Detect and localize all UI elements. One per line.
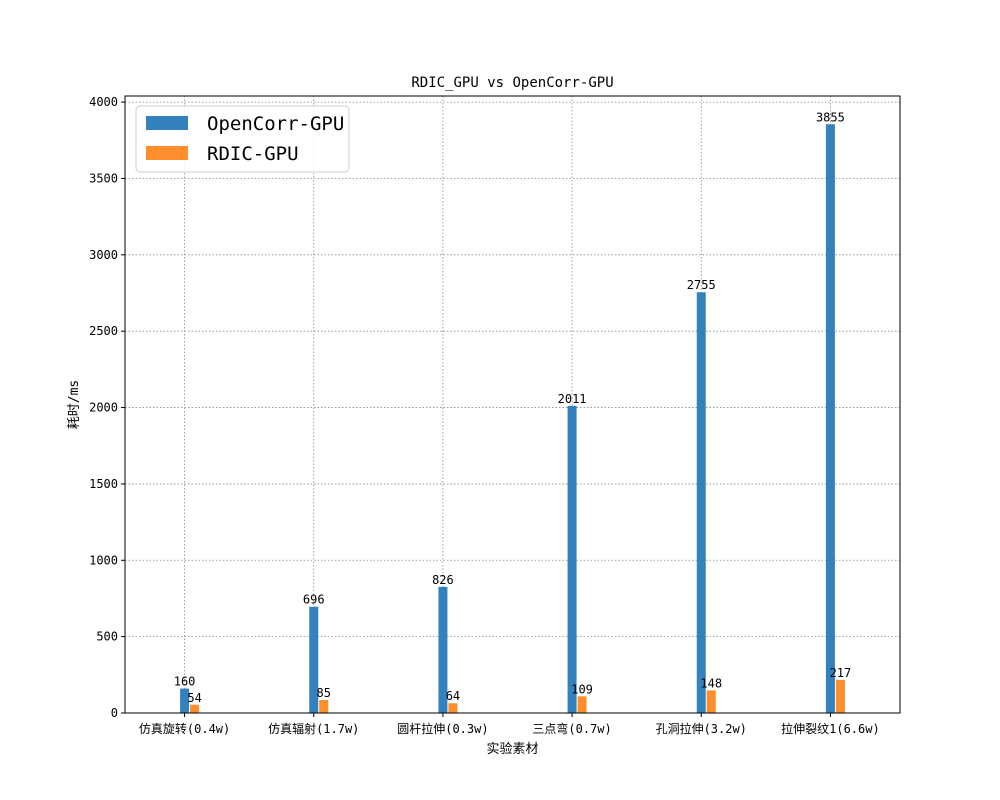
y-tick-label: 500 bbox=[96, 630, 118, 644]
bar-opencorr bbox=[825, 124, 835, 713]
bar-value-label: 160 bbox=[174, 675, 196, 689]
y-tick-label: 1000 bbox=[89, 553, 118, 567]
bar-value-label: 826 bbox=[432, 573, 454, 587]
y-tick-label: 4000 bbox=[89, 95, 118, 109]
bar-value-label: 696 bbox=[303, 593, 325, 607]
bar-rdic bbox=[190, 704, 200, 713]
legend-box bbox=[135, 105, 350, 173]
y-tick-label: 2500 bbox=[89, 324, 118, 338]
bar-rdic bbox=[706, 690, 716, 713]
bar-rdic bbox=[319, 700, 329, 713]
x-axis-title: 实验素材 bbox=[486, 741, 538, 757]
x-tick-label: 圆杆拉伸(0.3w) bbox=[397, 721, 488, 736]
legend-swatch bbox=[146, 146, 188, 160]
chart-title: RDIC_GPU vs OpenCorr-GPU bbox=[411, 75, 613, 91]
legend-label: OpenCorr-GPU bbox=[207, 113, 344, 135]
x-tick-label: 拉伸裂纹1(6.6w) bbox=[781, 721, 880, 736]
y-tick-label: 3500 bbox=[89, 171, 118, 185]
bar-value-label: 148 bbox=[700, 676, 722, 690]
bars bbox=[180, 124, 845, 713]
data-labels: 160 696 826 2011 2755 3855 54 85 64 109 148 217 bbox=[174, 110, 852, 704]
bar-opencorr bbox=[696, 292, 706, 713]
bar-value-label: 3855 bbox=[816, 110, 845, 124]
bar-value-label: 2755 bbox=[687, 278, 716, 292]
axes: 0 500 1000 1500 2000 2500 3000 3500 4000 仿真旋转(0.4… bbox=[89, 95, 880, 736]
bar-opencorr bbox=[309, 606, 319, 713]
legend-label: RDIC-GPU bbox=[207, 143, 299, 165]
y-tick-label: 1500 bbox=[89, 477, 118, 491]
legend: OpenCorr-GPU RDIC-GPU bbox=[135, 105, 350, 173]
x-tick-label: 孔洞拉伸(3.2w) bbox=[656, 721, 747, 736]
bar-opencorr bbox=[180, 688, 190, 713]
legend-swatch bbox=[146, 116, 188, 130]
bar-value-label: 54 bbox=[187, 691, 201, 705]
bar-value-label: 109 bbox=[571, 682, 593, 696]
bar-value-label: 64 bbox=[446, 689, 460, 703]
bar-opencorr bbox=[567, 405, 577, 713]
bar-value-label: 2011 bbox=[558, 392, 587, 406]
bar-opencorr bbox=[438, 586, 448, 713]
bar-rdic bbox=[448, 703, 458, 713]
bar-rdic bbox=[835, 679, 845, 713]
x-tick-label: 仿真旋转(0.4w) bbox=[139, 721, 230, 736]
plot-frame bbox=[124, 95, 901, 714]
x-tick-label: 三点弯(0.7w) bbox=[532, 721, 611, 736]
bar-value-label: 217 bbox=[830, 666, 852, 680]
x-tick-label: 仿真辐射(1.7w) bbox=[268, 721, 359, 736]
y-axis-title: 耗时/ms bbox=[67, 380, 82, 429]
y-tick-label: 0 bbox=[111, 706, 118, 720]
y-tick-label: 3000 bbox=[89, 248, 118, 262]
bar-value-label: 85 bbox=[317, 686, 331, 700]
bar-rdic bbox=[577, 696, 587, 713]
y-tick-label: 2000 bbox=[89, 401, 118, 415]
grid bbox=[125, 96, 900, 714]
